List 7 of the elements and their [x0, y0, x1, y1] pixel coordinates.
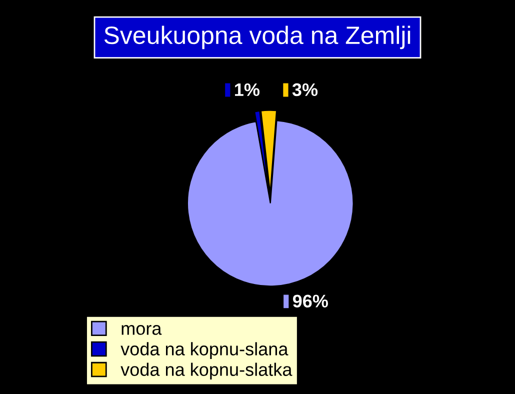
data-label: 1%	[235, 83, 260, 96]
chart-title: Sveukuopna voda na Zemlji	[104, 26, 410, 50]
data-label: 96%	[292, 294, 328, 308]
data-label: 3%	[292, 83, 318, 96]
legend-label: voda na kopnu-slatka	[120, 362, 292, 380]
legend-label: mora	[122, 325, 162, 335]
legend-label: voda na kopnu-slana	[120, 342, 288, 360]
